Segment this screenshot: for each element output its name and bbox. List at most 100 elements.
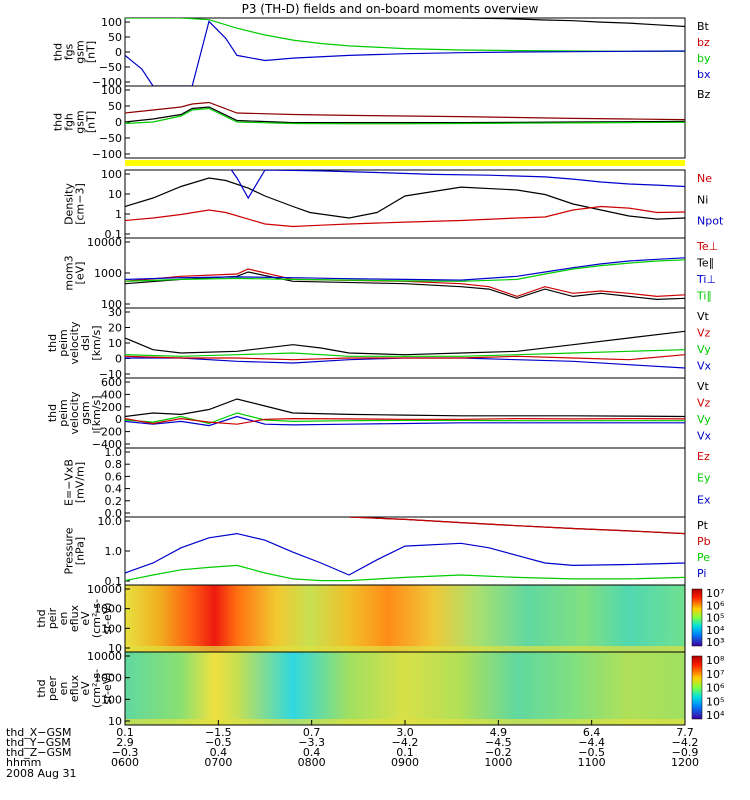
vel_gsm-ytick-label: 0 (115, 413, 122, 426)
fgs-ylabel: [nT] (85, 41, 98, 63)
density-legend-Ni: Ni (697, 193, 708, 206)
vel_dsl-ylabel: [km/s] (90, 325, 103, 360)
mode-bar (125, 160, 685, 166)
pressure-frame (124, 516, 686, 586)
fgs-ylabel: fgs (63, 43, 76, 60)
temp-ytick-label: 100 (101, 298, 122, 311)
peir-ylabel: eflux (68, 604, 81, 632)
xaxis-tick-value: 0.1 (396, 746, 414, 759)
vel_dsl-series-Vy (125, 349, 685, 357)
density-series-Ni (125, 177, 685, 220)
vel_dsl-ylabel: velocity (68, 321, 81, 364)
xaxis-tick-value: 1100 (578, 756, 606, 769)
fgs-legend-bx: bx (697, 68, 711, 81)
peir-colorbar-tick: 10⁴ (706, 624, 725, 637)
temp-series-Te⊥ (125, 268, 685, 298)
vel_dsl-ytick-label: −10 (99, 368, 122, 381)
xaxis-tick-value: 0800 (298, 756, 326, 769)
peer-ylabel: peer (46, 676, 59, 702)
fgh-ylabel: thd (52, 113, 65, 131)
panel-density: 100 10 1 0.1 Density[cm−3] Ne Ni Npot (63, 168, 724, 241)
peir-colorbar-tick: 10⁷ (706, 587, 724, 600)
xaxis-tick-value: 0.1 (116, 726, 134, 739)
peir-ylabel: thd (35, 609, 48, 627)
efield-ytick-label: 0.6 (105, 470, 123, 483)
xaxis-tick-value: 0900 (391, 756, 419, 769)
fgh-ylabel: [nT] (85, 111, 98, 133)
vel_gsm-series-Vx (125, 415, 685, 427)
xaxis-tick-value: 3.0 (396, 726, 414, 739)
peer-ytick-label: 100 (101, 693, 122, 706)
vel_dsl-ylabel: thd (46, 334, 59, 352)
efield-ytick-label: 0.8 (105, 458, 123, 471)
fgs-ytick-label: 0 (115, 46, 122, 59)
density-ylabel: [cm−3] (74, 183, 87, 225)
peir-ytick-label: 10000 (87, 583, 122, 596)
vel_gsm-ylabel: velocity (68, 391, 81, 434)
peer-ylabel: sr-eV) (101, 672, 114, 704)
panel-temp: 10000 1000 100 mom3[eV] Te⊥ Te∥ Ti⊥ Ti∥ (63, 236, 719, 311)
fgs-series-bx (125, 20, 685, 86)
pressure-legend-Pe: Pe (697, 551, 710, 564)
peir-ylabel: eV (79, 611, 92, 626)
density-ytick-label: 1 (115, 208, 122, 221)
pressure-ylabel: [nPa] (74, 537, 87, 565)
efield-ylabel: E=−VxB (63, 459, 76, 506)
temp-ytick-label: 1000 (94, 267, 122, 280)
peer-colorbar-tick: 10⁶ (706, 682, 725, 695)
efield-ytick-label: 1.0 (105, 446, 123, 459)
temp-frame (124, 237, 686, 309)
vel_dsl-series-Vt (125, 330, 685, 356)
density-legend-Ne: Ne (697, 172, 712, 185)
peer-colorbar-tick: 10⁵ (706, 695, 724, 708)
density-legend-Npot: Npot (697, 215, 724, 228)
temp-series-Te∥ (125, 271, 685, 301)
temp-legend-Ti∥: Ti∥ (696, 290, 712, 303)
pressure-series-Pe (125, 564, 685, 582)
vel_gsm-ytick-label: −200 (92, 426, 122, 439)
fgs-legend-by: by (697, 52, 711, 65)
peir-colorbar (691, 588, 703, 647)
temp-ylabel: [eV] (74, 262, 87, 285)
xaxis-tick-value: −4.4 (578, 736, 605, 749)
vel_gsm-frame (124, 377, 686, 449)
fgs-legend-bz: bz (697, 36, 710, 49)
vel_gsm-series-Vt (125, 398, 685, 418)
vel_dsl-ytick-label: 30 (108, 306, 122, 319)
xaxis-tick-value: 0.4 (303, 746, 321, 759)
density-ylabel: Density (63, 183, 76, 225)
peer-spectrogram (125, 652, 685, 725)
peir-colorbar-tick: 10³ (706, 636, 724, 649)
temp-legend-Te∥: Te∥ (696, 257, 714, 270)
date-label: 2008 Aug 31 (6, 767, 76, 780)
fgs-ytick-label: −50 (99, 61, 122, 74)
fgh-ytick-label: −100 (92, 148, 122, 161)
vel_dsl-ytick-label: 10 (108, 337, 122, 350)
vel_gsm-ytick-label: 600 (101, 376, 122, 389)
peir-ylabel: peir (46, 607, 59, 629)
vel_gsm-legend-Vz: Vz (697, 397, 711, 410)
xaxis-tick-value: −0.5 (205, 736, 232, 749)
xaxis-tick-value: 0.4 (210, 746, 228, 759)
density-ytick-label: 0.1 (105, 228, 123, 241)
peer-ylabel: en (57, 682, 70, 696)
xaxis-row-label: thd_Y−GSM (6, 736, 71, 749)
pressure-legend-Pb: Pb (697, 535, 711, 548)
efield-ytick-label: 0.4 (105, 483, 123, 496)
vel_gsm-ylabel: gsm (79, 401, 92, 424)
pressure-legend-Pi: Pi (697, 567, 706, 580)
peer-colorbar-tick: 10⁷ (706, 668, 724, 681)
efield-legend-Ez: Ez (697, 450, 710, 463)
fgh-ytick-label: 0 (115, 116, 122, 129)
xaxis-row-label: thd_Z−GSM (6, 746, 72, 759)
peer-colorbar-tick: 10⁸ (706, 654, 725, 667)
fgh-ylabel: gsm (74, 110, 87, 133)
figure-title: P3 (TH-D) fields and on-board moments ov… (242, 2, 539, 16)
panel-pressure: 10.0 1.0 0.1 Pressure[nPa] Pt Pb Pe Pi (63, 515, 711, 588)
